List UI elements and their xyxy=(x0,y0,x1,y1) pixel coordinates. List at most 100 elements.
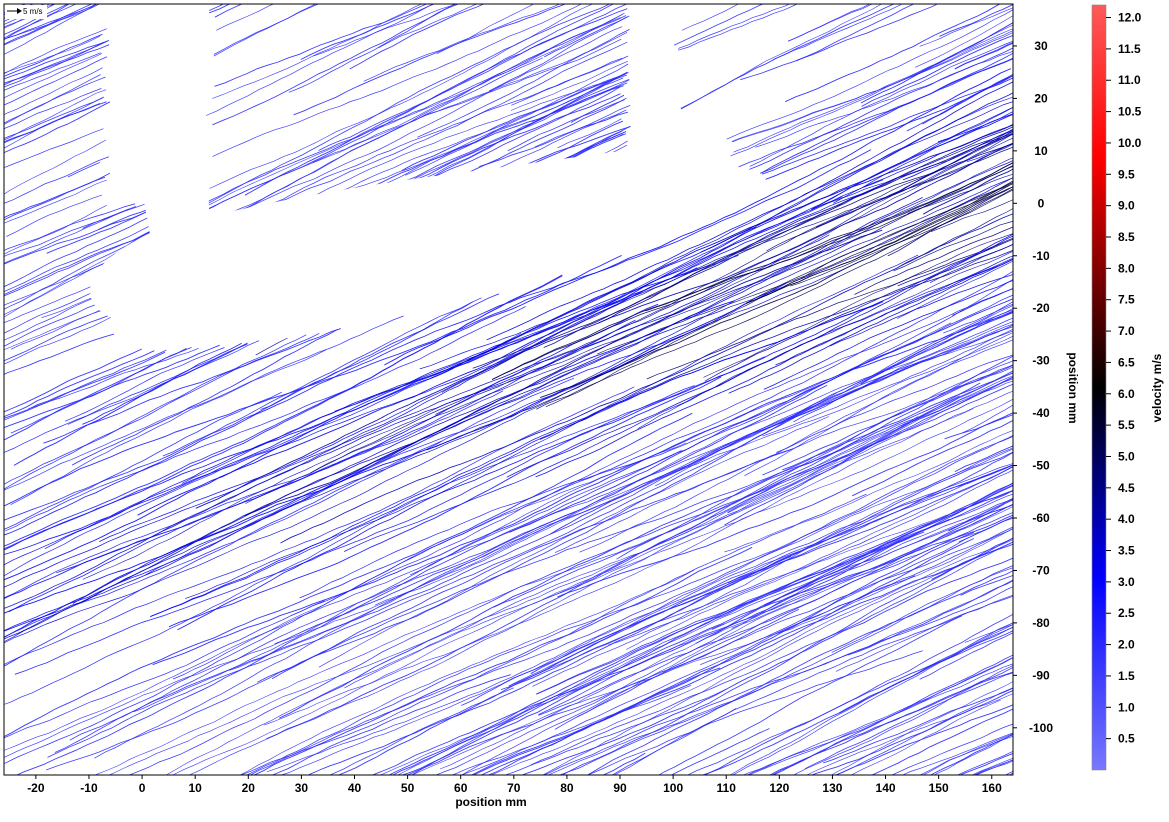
streamline xyxy=(542,360,1013,600)
streamline xyxy=(5,306,526,532)
streamline xyxy=(755,50,1013,148)
x-tick-label: 110 xyxy=(717,781,737,795)
streamline xyxy=(508,464,1013,687)
colorbar-tick-label: 4.5 xyxy=(1118,481,1135,495)
streamline xyxy=(4,275,563,550)
streamline xyxy=(673,4,764,46)
streamline xyxy=(561,537,1013,775)
streamline xyxy=(479,111,629,168)
streamline xyxy=(534,105,631,148)
streamline xyxy=(900,208,1013,267)
streamline xyxy=(586,650,923,775)
streamline xyxy=(67,340,260,425)
colorbar-tick-label: 7.0 xyxy=(1118,324,1135,338)
colorbar-tick-label: 11.5 xyxy=(1118,42,1141,56)
streamline xyxy=(680,4,895,110)
y-tick-label: 30 xyxy=(1034,39,1048,53)
streamline xyxy=(829,273,1013,347)
streamline xyxy=(785,4,1001,103)
streamline xyxy=(521,557,1013,775)
streamline xyxy=(543,142,1013,348)
streamline xyxy=(417,29,630,138)
x-tick-label: 160 xyxy=(982,781,1002,795)
streamline xyxy=(378,4,479,49)
streamline xyxy=(214,4,243,18)
streamline xyxy=(288,4,456,93)
streamline xyxy=(329,687,514,775)
streamline xyxy=(165,416,919,775)
streamline xyxy=(907,173,1013,214)
streamline xyxy=(213,4,320,55)
streamline xyxy=(4,179,107,224)
colorbar: 12.0 11.5 11.0 10.5 10.0 9.5 9.0 8.5 8.0 7.5 7.0 6.… xyxy=(1091,4,1164,771)
streamline xyxy=(209,4,593,189)
streamline xyxy=(212,4,583,157)
streamline xyxy=(293,4,567,116)
y-tick-label: -20 xyxy=(1032,301,1050,315)
streamline xyxy=(891,723,1013,775)
streamline xyxy=(670,728,770,775)
streamline xyxy=(4,39,110,80)
foil-mask xyxy=(90,138,736,332)
streamline xyxy=(4,293,500,521)
streamline xyxy=(749,40,1013,167)
colorbar-tick-label: 3.0 xyxy=(1118,575,1135,589)
y-tick-label: -100 xyxy=(1029,721,1053,735)
colorbar-tick-label: 1.5 xyxy=(1118,669,1135,683)
scale-vector-label: 5 m/s xyxy=(23,7,43,16)
streamline xyxy=(280,448,1013,775)
streamline xyxy=(489,16,628,92)
colorbar-title: velocity m/s xyxy=(1150,353,1164,422)
streamline xyxy=(4,259,865,644)
x-tick-label: 120 xyxy=(769,781,789,795)
streamline xyxy=(82,342,242,425)
streamline xyxy=(98,207,152,231)
streamline xyxy=(748,663,1013,775)
colorbar-tick-label: 6.5 xyxy=(1118,355,1135,369)
streamline xyxy=(411,518,950,775)
streamline xyxy=(527,120,624,168)
colorbar-tick-label: 7.5 xyxy=(1118,293,1135,307)
y-axis-title: position mm xyxy=(1066,352,1080,423)
streamline xyxy=(45,395,960,771)
streamline xyxy=(46,203,164,254)
streamline xyxy=(586,570,1013,775)
streamline xyxy=(570,94,625,123)
streamline xyxy=(557,412,1013,598)
colorbar-tick-label: 8.0 xyxy=(1118,261,1135,275)
y-tick-label: 0 xyxy=(1038,196,1045,210)
streamline xyxy=(47,362,919,758)
streamline xyxy=(678,4,791,49)
streamline xyxy=(674,30,1013,164)
streamline xyxy=(137,113,1013,516)
colorbar-tick-label: 2.0 xyxy=(1118,638,1135,652)
streamline xyxy=(539,186,1013,399)
streamline xyxy=(954,41,1013,70)
colorbar-gradient xyxy=(1091,4,1107,771)
streamline xyxy=(542,586,1013,775)
streamline xyxy=(472,126,1013,369)
streamline xyxy=(4,177,1013,632)
streamline xyxy=(10,315,404,506)
streamline xyxy=(810,690,1013,775)
streamline xyxy=(545,183,1013,407)
streamline xyxy=(434,498,1013,775)
right-strut-mask xyxy=(630,4,676,160)
streamline xyxy=(510,61,628,111)
streamline xyxy=(4,183,884,588)
streamline xyxy=(854,226,1013,295)
streamline xyxy=(4,4,101,46)
streamline xyxy=(404,63,629,176)
streamline xyxy=(830,681,1013,775)
streamline xyxy=(260,301,474,410)
streamline xyxy=(598,132,1013,324)
streamline xyxy=(4,234,830,609)
streamline xyxy=(244,8,628,196)
streamline xyxy=(804,672,1013,770)
streamline xyxy=(763,280,1013,390)
streamline xyxy=(960,574,1013,596)
streamline xyxy=(769,666,1013,775)
streamline xyxy=(4,350,155,418)
x-tick-label: 0 xyxy=(139,781,146,795)
streamline xyxy=(69,326,1013,741)
